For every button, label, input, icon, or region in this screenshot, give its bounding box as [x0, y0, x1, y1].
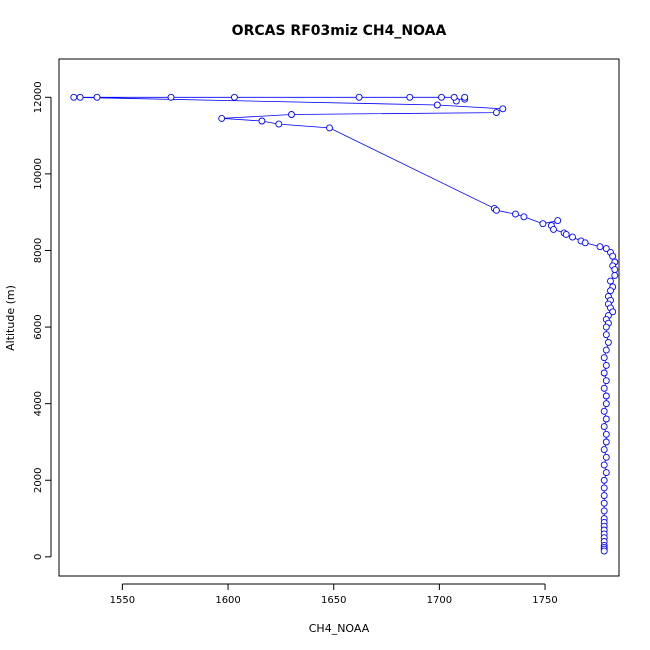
data-point [288, 111, 295, 118]
y-tick-label: 8000 [33, 238, 44, 263]
data-point [569, 233, 576, 241]
y-tick-label: 10000 [33, 158, 44, 190]
data-point [604, 338, 612, 346]
x-tick-label: 1600 [215, 595, 240, 606]
data-point [406, 93, 414, 101]
data-point [602, 331, 610, 339]
x-axis: 1550 1600 1650 1700 1750 [110, 583, 558, 606]
data-point [607, 287, 614, 295]
data-point [600, 484, 608, 492]
y-tick-label: 12000 [33, 81, 44, 113]
series-line [73, 96, 616, 552]
data-point [600, 499, 608, 507]
data-point [602, 377, 610, 385]
y-axis-label: Altitude (m) [4, 285, 17, 351]
y-tick-label: 2000 [33, 468, 44, 493]
x-tick-label: 1650 [321, 595, 346, 606]
data-point [602, 430, 610, 438]
chart-title: ORCAS RF03miz CH4_NOAA [232, 23, 447, 39]
data-point [70, 93, 78, 101]
data-point [461, 93, 469, 101]
data-point [600, 507, 608, 515]
x-tick-label: 1700 [427, 595, 452, 606]
data-point [602, 323, 610, 331]
data-point [600, 384, 608, 392]
data-point [602, 469, 610, 477]
data-point [602, 438, 610, 446]
data-point [230, 93, 238, 101]
series-group [70, 93, 619, 555]
data-point [600, 476, 608, 484]
data-point [93, 93, 101, 101]
plot-frame [58, 58, 620, 577]
data-point [539, 220, 547, 228]
data-point [602, 415, 610, 423]
data-point [492, 206, 500, 214]
data-point [499, 105, 507, 113]
y-tick-label: 6000 [33, 314, 44, 339]
data-point [602, 361, 610, 369]
y-tick-label: 4000 [33, 391, 44, 416]
data-point [602, 453, 610, 461]
data-point [326, 124, 333, 132]
data-point [167, 93, 175, 101]
data-point [218, 114, 226, 122]
data-point [258, 117, 266, 125]
data-point [355, 93, 363, 101]
y-tick-label: 0 [33, 554, 44, 560]
data-point [600, 407, 608, 415]
data-point [607, 277, 614, 285]
data-point [492, 109, 500, 117]
data-point [275, 120, 283, 128]
data-point [433, 101, 441, 109]
x-tick-label: 1550 [110, 595, 135, 606]
data-point [600, 547, 608, 555]
data-point [602, 392, 610, 400]
data-point [581, 239, 589, 247]
data-point [562, 230, 570, 238]
data-point [611, 266, 619, 274]
data-point [602, 346, 610, 354]
data-point [554, 217, 562, 225]
y-axis: 0 2000 4000 6000 8000 10000 12000 [33, 81, 52, 560]
x-axis-label: CH4_NOAA [309, 622, 370, 635]
data-point [609, 252, 617, 260]
data-point [609, 308, 617, 316]
data-point [596, 243, 604, 251]
data-point [611, 271, 619, 279]
data-point [550, 225, 557, 233]
data-point [450, 93, 458, 101]
data-point [76, 93, 84, 101]
x-tick-label: 1750 [532, 595, 557, 606]
data-point [600, 492, 608, 500]
data-point [520, 213, 528, 221]
data-point [600, 461, 608, 469]
data-point [512, 210, 519, 218]
data-point [600, 369, 608, 377]
data-point [602, 400, 610, 408]
data-point [600, 354, 608, 362]
data-point [438, 93, 445, 101]
data-point [602, 245, 610, 253]
data-point [600, 446, 608, 454]
data-point [600, 423, 608, 431]
